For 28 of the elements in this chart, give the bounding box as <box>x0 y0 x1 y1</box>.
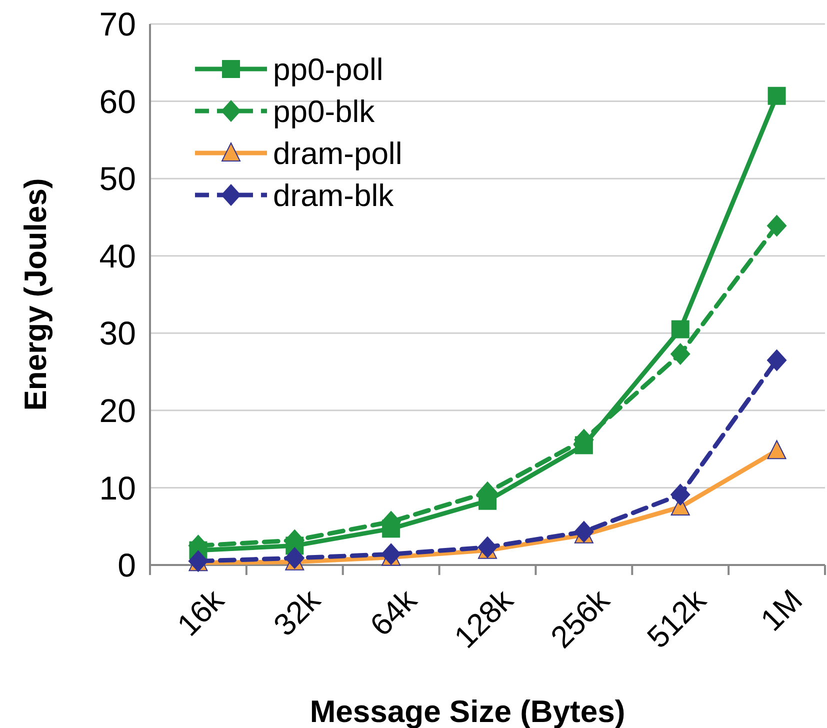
y-axis-title: Energy (Joules) <box>18 178 53 411</box>
point <box>670 484 690 506</box>
y-tick-label: 10 <box>99 469 136 506</box>
legend-label: dram-blk <box>273 178 394 213</box>
x-tick-label: 16k <box>170 582 231 643</box>
x-tick-label: 64k <box>363 582 424 643</box>
point <box>768 86 786 105</box>
point <box>381 543 402 566</box>
x-tick-label: 32k <box>266 582 328 643</box>
x-tick-label: 1M <box>754 582 810 638</box>
y-tick-label: 20 <box>99 392 136 429</box>
point <box>284 547 305 570</box>
point <box>670 343 690 366</box>
point <box>478 536 498 558</box>
y-tick-label: 70 <box>99 6 136 43</box>
y-tick-label: 30 <box>99 314 136 352</box>
y-tick-label: 40 <box>99 237 136 274</box>
legend-label: dram-poll <box>273 136 402 171</box>
y-tick-label: 0 <box>118 546 136 584</box>
point <box>574 520 594 543</box>
legend-label: pp0-poll <box>273 52 384 87</box>
y-tick-label: 60 <box>99 82 136 120</box>
y-tick-label: 50 <box>99 160 136 198</box>
point <box>766 349 787 372</box>
point <box>767 440 786 460</box>
point <box>671 320 690 338</box>
point <box>766 214 787 237</box>
legend-label: pp0-blk <box>273 94 376 129</box>
